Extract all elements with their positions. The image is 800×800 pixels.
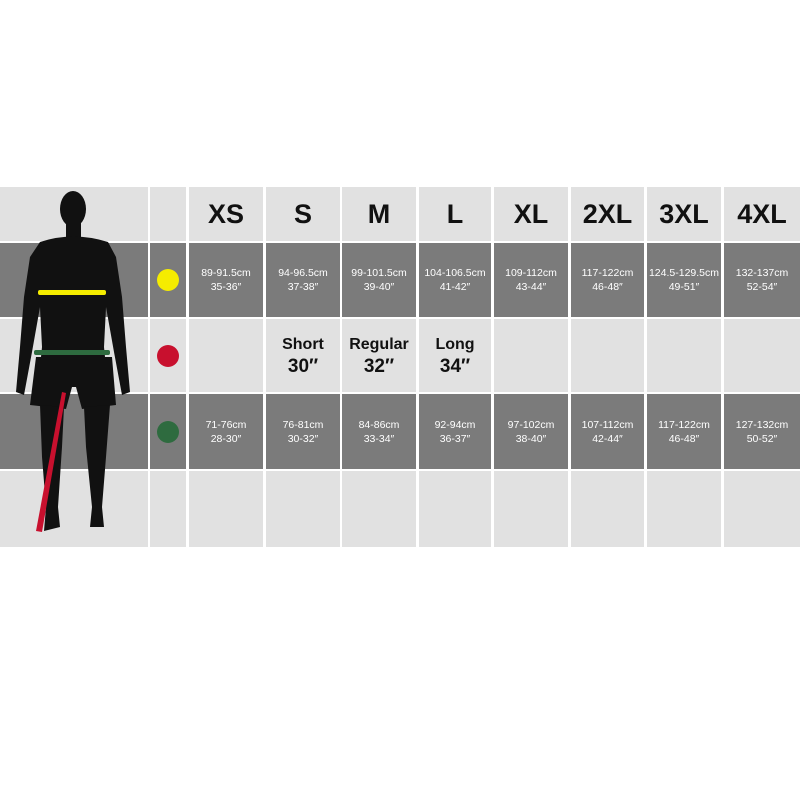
waist-measurement: 84-86cm 33-34″ bbox=[342, 394, 416, 469]
waist-inches: 28-30″ bbox=[210, 432, 242, 445]
chest-measurement: 132-137cm 52-54″ bbox=[724, 243, 800, 317]
chest-inches: 49-51″ bbox=[668, 281, 700, 293]
size-header: 4XL bbox=[724, 187, 800, 241]
yellow-dot-icon bbox=[157, 269, 179, 291]
waist-measurement: 117-122cm 46-48″ bbox=[647, 394, 721, 469]
cell bbox=[266, 471, 340, 547]
inseam-measurement: Short 30″ bbox=[266, 319, 340, 392]
waist-inches: 33-34″ bbox=[363, 432, 395, 445]
chest-cm: 117-122cm bbox=[581, 267, 634, 279]
inseam-length: 32″ bbox=[363, 355, 395, 377]
green-dot-icon bbox=[157, 420, 179, 443]
cell bbox=[150, 471, 186, 547]
cell bbox=[0, 471, 148, 547]
waist-inches: 30-32″ bbox=[287, 432, 319, 445]
cell bbox=[419, 471, 491, 547]
waist-cm: 84-86cm bbox=[358, 418, 400, 431]
inseam-marker-cell bbox=[150, 319, 186, 392]
inseam-measurement bbox=[189, 319, 263, 392]
inseam-label: Long bbox=[435, 335, 475, 353]
inseam-measurement: Regular 32″ bbox=[342, 319, 416, 392]
chest-inches: 43-44″ bbox=[515, 281, 547, 293]
inseam-length: 30″ bbox=[287, 355, 319, 377]
waist-marker-cell bbox=[150, 394, 186, 469]
waist-cm: 97-102cm bbox=[507, 418, 555, 431]
chest-measurement: 117-122cm 46-48″ bbox=[571, 243, 644, 317]
cell bbox=[0, 394, 148, 469]
inseam-length: 34″ bbox=[439, 355, 471, 377]
inseam-label: Short bbox=[282, 335, 324, 353]
cell bbox=[647, 471, 721, 547]
chest-cm: 99-101.5cm bbox=[351, 267, 407, 279]
inseam-measurement: Long 34″ bbox=[419, 319, 491, 392]
size-header: XL bbox=[494, 187, 568, 241]
red-dot-icon bbox=[157, 344, 179, 367]
waist-cm: 127-132cm bbox=[735, 418, 789, 431]
chest-inches: 52-54″ bbox=[746, 281, 778, 293]
waist-measurement: 71-76cm 28-30″ bbox=[189, 394, 263, 469]
size-header: M bbox=[342, 187, 416, 241]
waist-cm: 92-94cm bbox=[434, 418, 476, 431]
size-header: 3XL bbox=[647, 187, 721, 241]
chest-inches: 46-48″ bbox=[592, 281, 623, 293]
waist-cm: 71-76cm bbox=[205, 418, 247, 431]
cell bbox=[189, 471, 263, 547]
waist-inches: 50-52″ bbox=[746, 432, 778, 445]
size-header: 2XL bbox=[571, 187, 644, 241]
chest-measurement: 94-96.5cm 37-38″ bbox=[266, 243, 340, 317]
waist-inches: 38-40″ bbox=[515, 432, 547, 445]
waist-cm: 76-81cm bbox=[282, 418, 324, 431]
chest-cm: 89-91.5cm bbox=[201, 267, 251, 279]
male-silhouette-icon bbox=[0, 187, 148, 547]
waist-measurement: 107-112cm 42-44″ bbox=[571, 394, 644, 469]
cell bbox=[494, 471, 568, 547]
chest-inches: 35-36″ bbox=[210, 281, 242, 293]
waist-measurement: 76-81cm 30-32″ bbox=[266, 394, 340, 469]
inseam-measurement bbox=[571, 319, 644, 392]
chest-measurement: 104-106.5cm 41-42″ bbox=[419, 243, 491, 317]
chest-inches: 41-42″ bbox=[439, 281, 471, 293]
chest-cm: 132-137cm bbox=[735, 267, 789, 279]
chest-cm: 124.5-129.5cm bbox=[648, 267, 720, 279]
chest-cm: 94-96.5cm bbox=[278, 267, 328, 279]
chest-measurement: 89-91.5cm 35-36″ bbox=[189, 243, 263, 317]
cell bbox=[724, 471, 800, 547]
inseam-measurement bbox=[494, 319, 568, 392]
inseam-value: Regular 32″ bbox=[349, 334, 409, 378]
waist-cm: 117-122cm bbox=[658, 418, 710, 431]
size-header: XS bbox=[189, 187, 263, 241]
chest-measurement: 99-101.5cm 39-40″ bbox=[342, 243, 416, 317]
inseam-label: Regular bbox=[349, 335, 409, 353]
cell bbox=[150, 187, 186, 241]
inseam-measurement bbox=[647, 319, 721, 392]
chest-cm: 104-106.5cm bbox=[424, 267, 486, 279]
chest-inches: 37-38″ bbox=[287, 281, 319, 293]
inseam-value: Long 34″ bbox=[435, 334, 474, 378]
cell bbox=[571, 471, 644, 547]
chest-marker-cell bbox=[150, 243, 186, 317]
chest-measurement: 109-112cm 43-44″ bbox=[494, 243, 568, 317]
chest-measurement: 124.5-129.5cm 49-51″ bbox=[647, 243, 721, 317]
inseam-measurement bbox=[724, 319, 800, 392]
cell bbox=[342, 471, 416, 547]
chest-inches: 39-40″ bbox=[363, 281, 395, 293]
chest-cm: 109-112cm bbox=[505, 267, 557, 279]
waist-measurement: 127-132cm 50-52″ bbox=[724, 394, 800, 469]
waist-measurement: 92-94cm 36-37″ bbox=[419, 394, 491, 469]
waist-inches: 42-44″ bbox=[592, 432, 623, 445]
inseam-value: Short 30″ bbox=[282, 334, 324, 378]
waist-measurement: 97-102cm 38-40″ bbox=[494, 394, 568, 469]
size-header: L bbox=[419, 187, 491, 241]
size-header: S bbox=[266, 187, 340, 241]
waist-inches: 46-48″ bbox=[668, 432, 700, 445]
waist-inches: 36-37″ bbox=[439, 432, 471, 445]
waist-cm: 107-112cm bbox=[581, 418, 634, 431]
